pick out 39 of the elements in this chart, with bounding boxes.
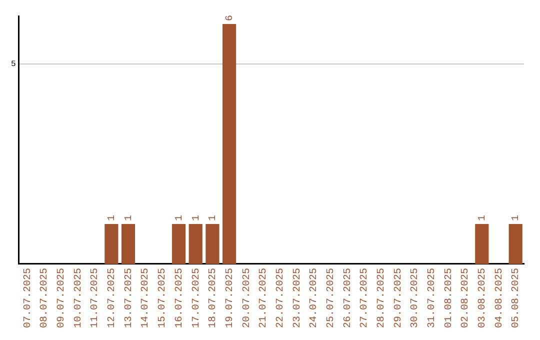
x-tick-label: 03.08.2025: [478, 268, 489, 328]
x-tick-label: 31.07.2025: [427, 268, 438, 328]
x-tick-label: 27.07.2025: [360, 268, 371, 328]
x-tick-label: 16.07.2025: [174, 268, 186, 328]
x-tick-label: 08.07.2025: [40, 268, 51, 328]
x-tick-label: 20.07.2025: [242, 268, 253, 328]
x-tick-label: 15.07.2025: [158, 268, 169, 328]
x-tick-label: 30.07.2025: [410, 268, 422, 328]
x-tick-label: 05.08.2025: [511, 268, 522, 328]
y-tick-label: 5: [10, 60, 16, 70]
x-tick-label: 01.08.2025: [444, 268, 455, 328]
data-label: 1: [208, 214, 220, 221]
x-tick-label: 07.07.2025: [22, 268, 34, 328]
x-tick-label: 29.07.2025: [393, 268, 404, 328]
x-tick-label: 10.07.2025: [73, 268, 84, 328]
data-label: 1: [124, 214, 135, 221]
data-label: 1: [107, 214, 118, 221]
x-tick-label: 09.07.2025: [56, 268, 68, 328]
x-tick-label: 17.07.2025: [191, 268, 202, 328]
x-tick-label: 26.07.2025: [342, 268, 354, 328]
x-tick-label: 04.08.2025: [494, 268, 506, 328]
x-tick-label: 19.07.2025: [224, 268, 236, 328]
x-tick-label: 14.07.2025: [140, 268, 152, 328]
data-label: 1: [478, 214, 489, 221]
x-tick-label: 22.07.2025: [275, 268, 286, 328]
x-tick-label: 02.08.2025: [460, 268, 472, 328]
x-tick-label: 11.07.2025: [90, 268, 102, 328]
x-tick-label: 24.07.2025: [309, 268, 320, 328]
x-tick-label: 28.07.2025: [376, 268, 388, 328]
x-tick-label: 21.07.2025: [258, 268, 270, 328]
x-tick-label: 18.07.2025: [208, 268, 220, 328]
data-label: 6: [224, 14, 236, 21]
data-label: 1: [174, 214, 186, 221]
x-tick-label: 23.07.2025: [292, 268, 304, 328]
x-tick-label: 25.07.2025: [326, 268, 337, 328]
x-tick-label: 13.07.2025: [124, 268, 135, 328]
x-tick-label: 12.07.2025: [107, 268, 118, 328]
data-label: 1: [511, 214, 522, 221]
data-label: 1: [191, 214, 202, 221]
